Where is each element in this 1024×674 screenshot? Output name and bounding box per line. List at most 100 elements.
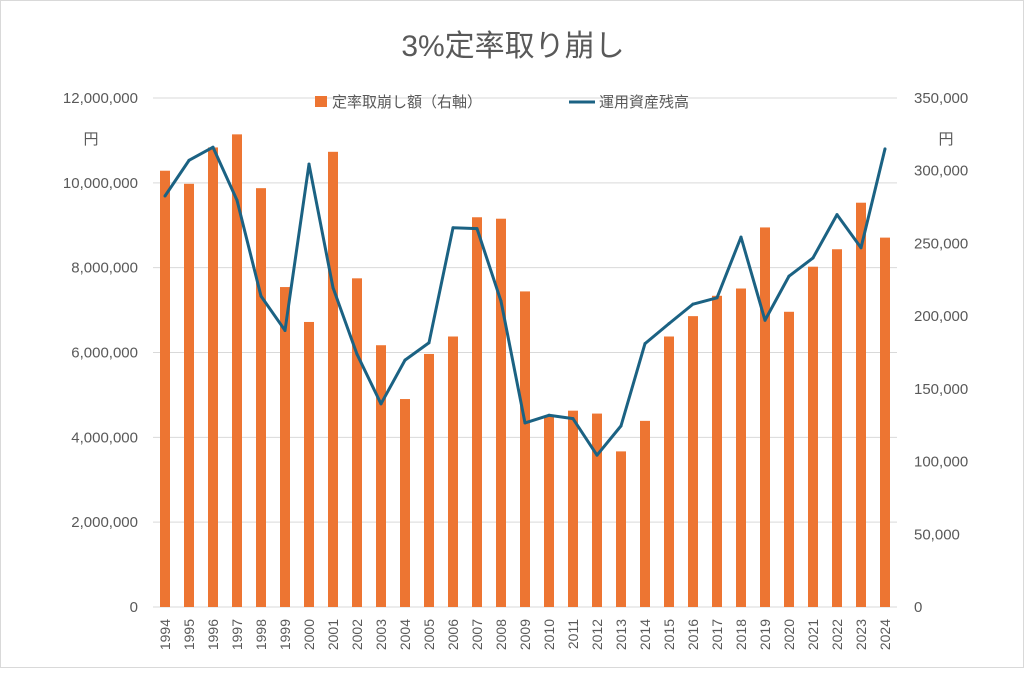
bar-2023 (856, 202, 866, 608)
right-tick-label: 350,000 (914, 90, 968, 107)
line-point-2021 (811, 256, 815, 260)
line-point-2016 (691, 302, 695, 306)
x-tick-label: 2020 (781, 619, 797, 650)
x-tick-label: 2004 (397, 619, 413, 650)
line-point-2014 (643, 342, 647, 346)
bar-2005 (424, 353, 434, 607)
line-point-2007 (475, 227, 479, 231)
bar-2016 (688, 316, 698, 607)
x-tick-label: 2018 (733, 619, 749, 650)
x-tick-label: 2010 (541, 619, 557, 650)
bar-2013 (616, 451, 626, 607)
x-tick-label: 2002 (349, 619, 365, 650)
line-point-1996 (211, 145, 215, 149)
line-point-2011 (571, 417, 575, 421)
line-point-2010 (547, 413, 551, 417)
left-tick-label: 2,000,000 (71, 514, 138, 531)
line-point-2012 (595, 453, 599, 457)
right-tick-label: 300,000 (914, 163, 968, 180)
x-tick-label: 2005 (421, 619, 437, 650)
bar-2006 (448, 336, 458, 607)
x-tick-label: 2011 (565, 619, 581, 649)
chart-title: 3%定率取り崩し (401, 30, 624, 63)
bar-1999 (280, 287, 290, 607)
line-point-2001 (331, 286, 335, 290)
bar-1998 (256, 188, 266, 607)
bar-2009 (520, 291, 530, 607)
x-tick-label: 2017 (709, 619, 725, 650)
right-tick-label: 200,000 (914, 308, 968, 325)
x-tick-label: 2012 (589, 619, 605, 650)
line-point-2005 (427, 341, 431, 345)
right-tick-label: 0 (914, 599, 922, 616)
line-point-2017 (715, 296, 719, 300)
line-point-2002 (355, 352, 359, 356)
bar-2004 (400, 399, 410, 607)
left-tick-label: 10,000,000 (63, 175, 138, 192)
x-tick-label: 2009 (517, 619, 533, 650)
bar-1996 (208, 147, 218, 607)
bar-2010 (544, 416, 554, 607)
right-tick-label: 50,000 (914, 526, 960, 543)
x-tick-label: 2019 (757, 619, 773, 650)
left-tick-label: 12,000,000 (63, 90, 138, 107)
line-point-1997 (235, 198, 239, 202)
x-tick-label: 1994 (157, 619, 173, 650)
line-point-2019 (763, 318, 767, 322)
x-tick-label: 2008 (493, 619, 509, 650)
x-tick-label: 2006 (445, 619, 461, 650)
line-point-2018 (739, 235, 743, 239)
bar-2002 (352, 278, 362, 607)
x-tick-label: 2000 (301, 619, 317, 650)
bar-2015 (664, 336, 674, 607)
x-tick-label: 2021 (805, 619, 821, 650)
bar-2019 (760, 227, 770, 607)
line-point-2006 (451, 226, 455, 230)
x-tick-label: 1999 (277, 619, 293, 650)
x-tick-label: 2024 (877, 619, 893, 650)
bar-2024 (880, 237, 890, 607)
line-point-2015 (667, 322, 671, 326)
bar-1994 (160, 170, 170, 607)
bar-2012 (592, 413, 602, 607)
bar-2018 (736, 288, 746, 607)
x-tick-label: 1998 (253, 619, 269, 650)
left-tick-label: 6,000,000 (71, 345, 138, 362)
line-point-1995 (187, 158, 191, 162)
bar-series (160, 134, 890, 608)
line-point-2020 (787, 274, 791, 278)
left-tick-label: 0 (130, 599, 138, 616)
bar-2000 (304, 321, 314, 607)
x-tick-label: 2015 (661, 619, 677, 650)
x-tick-label: 1996 (205, 619, 221, 650)
line-point-2000 (307, 162, 311, 166)
legend-line-label: 運用資産残高 (599, 94, 689, 111)
x-tick-label: 2022 (829, 619, 845, 650)
bar-2008 (496, 218, 506, 607)
bar-2001 (328, 151, 338, 607)
line-point-1999 (283, 328, 287, 332)
x-axis: 1994 1995 1996 1997 1998 1999 2000 2001 2002 2003… (157, 619, 893, 650)
x-tick-label: 2013 (613, 619, 629, 650)
bar-2017 (712, 295, 722, 607)
bar-2003 (376, 345, 386, 607)
line-point-2013 (619, 424, 623, 428)
x-tick-label: 2014 (637, 619, 653, 650)
left-tick-label: 4,000,000 (71, 429, 138, 446)
x-tick-label: 1995 (181, 619, 197, 650)
left-axis-unit: 円 (83, 131, 98, 148)
bar-1997 (232, 134, 242, 607)
line-point-2009 (523, 421, 527, 425)
x-tick-label: 1997 (229, 619, 245, 650)
left-axis: 0 2,000,000 4,000,000 6,000,000 8,000,000 10,… (63, 90, 138, 616)
legend-bar-swatch (315, 96, 327, 107)
bar-2014 (640, 420, 650, 607)
line-point-2024 (883, 147, 887, 151)
line-series (163, 145, 887, 457)
line-point-2023 (859, 246, 863, 250)
right-tick-label: 100,000 (914, 454, 968, 471)
line-point-2008 (499, 299, 503, 303)
line-point-1994 (163, 194, 167, 198)
